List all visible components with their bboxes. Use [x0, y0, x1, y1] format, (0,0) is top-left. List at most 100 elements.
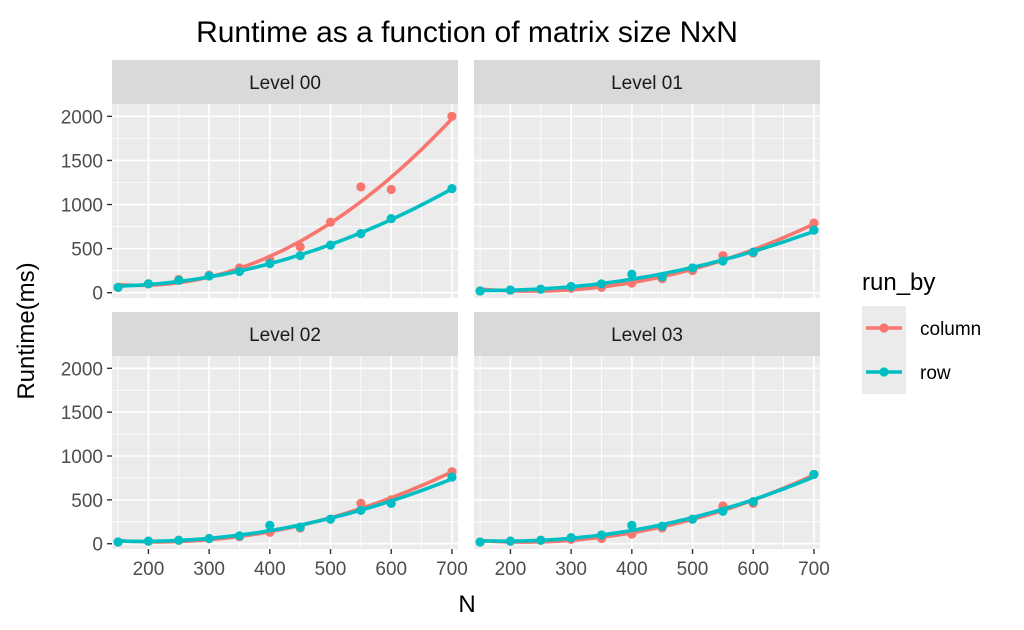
data-point-column: [325, 217, 336, 227]
y-tick-label: 0: [92, 535, 103, 556]
facet-panel: Level 02 0 500 1000 1500 2000 200 300 400 500 600 7…: [61, 312, 468, 580]
series-line-row: [478, 475, 816, 544]
data-point-row: [204, 533, 214, 544]
x-tick-label: 200: [495, 559, 527, 580]
data-point-row: [627, 520, 637, 530]
data-point-row: [627, 269, 637, 279]
data-point-row: [566, 281, 576, 292]
data-point-column: [356, 498, 366, 508]
data-point-row: [475, 286, 485, 296]
y-tick-label: 1000: [61, 196, 103, 217]
data-point-row: [718, 256, 728, 266]
y-tick-label: 1500: [61, 151, 103, 172]
data-point-row: [265, 520, 275, 530]
legend-label-row: row: [920, 363, 951, 384]
series-line-row: [116, 477, 454, 544]
facet-panel: Level 03 200 300 400 500 600 700: [474, 312, 830, 580]
facet-panel: Level 00 0 500 1000 1500 2000: [61, 60, 458, 305]
x-tick-label: 200: [133, 559, 165, 580]
data-point-column: [295, 242, 305, 252]
data-point-row: [657, 521, 667, 531]
x-tick-label: 300: [193, 559, 225, 580]
facet-strip: [474, 60, 820, 104]
data-point-column: [356, 182, 366, 192]
data-point-row: [475, 537, 485, 547]
y-tick-label: 1000: [61, 447, 103, 468]
x-tick-label: 300: [555, 559, 587, 580]
x-tick-label: 700: [436, 559, 468, 580]
data-point-row: [113, 282, 123, 293]
data-point-row: [386, 498, 396, 508]
legend-label-column: column: [920, 319, 981, 340]
data-point-row: [204, 271, 214, 281]
data-point-row: [143, 536, 154, 546]
legend-point-column: [879, 323, 889, 333]
data-point-column: [386, 184, 396, 195]
y-tick-label: 1500: [61, 403, 103, 424]
panel-background: [112, 356, 458, 549]
legend: run_by column row: [862, 269, 981, 394]
x-tick-label: 400: [254, 559, 286, 580]
data-point-row: [174, 275, 184, 285]
chart-title: Runtime as a function of matrix size NxN: [196, 16, 738, 49]
data-point-row: [657, 272, 667, 282]
data-point-row: [687, 514, 698, 524]
data-point-row: [356, 505, 366, 515]
legend-point-row: [879, 367, 889, 377]
data-point-row: [234, 266, 245, 277]
data-point-row: [447, 184, 457, 194]
x-tick-label: 600: [375, 559, 407, 580]
data-point-row: [174, 535, 184, 545]
legend-title: run_by: [862, 269, 935, 296]
data-point-row: [447, 472, 457, 482]
data-point-row: [536, 535, 546, 545]
data-point-row: [386, 214, 396, 224]
data-point-row: [356, 229, 366, 239]
data-point-row: [325, 240, 336, 250]
data-point-row: [536, 284, 546, 294]
x-tick-label: 400: [616, 559, 648, 580]
panel-background: [112, 104, 458, 298]
facet-strip: [474, 312, 820, 356]
facet-panel: Level 01: [474, 60, 820, 298]
y-tick-label: 0: [92, 284, 103, 305]
data-point-row: [718, 506, 728, 516]
x-axis-title: N: [458, 591, 475, 618]
data-point-row: [234, 531, 245, 541]
data-point-row: [505, 536, 516, 546]
data-point-row: [596, 530, 607, 540]
data-point-row: [295, 251, 305, 261]
series-line-column: [478, 222, 816, 293]
data-point-row: [748, 497, 758, 507]
y-axis-title: Runtime(ms): [13, 262, 40, 399]
data-point-row: [265, 259, 275, 269]
data-point-row: [687, 263, 698, 273]
data-point-row: [505, 285, 516, 295]
data-point-column: [809, 218, 819, 228]
facet-strip: [112, 312, 458, 356]
facet-strip-label: Level 00: [249, 73, 321, 94]
data-point-row: [596, 279, 607, 289]
data-point-row: [566, 532, 576, 543]
facet-strip-label: Level 03: [611, 325, 683, 346]
facet-strip-label: Level 01: [611, 73, 683, 94]
data-point-row: [809, 469, 819, 480]
x-tick-label: 700: [798, 559, 830, 580]
data-point-row: [809, 225, 819, 235]
series-line-row: [116, 187, 454, 288]
data-point-row: [748, 247, 758, 257]
data-point-row: [143, 279, 154, 289]
y-tick-label: 500: [71, 491, 103, 512]
x-tick-label: 500: [315, 559, 347, 580]
data-point-row: [295, 522, 305, 532]
panel-background: [474, 356, 820, 549]
facet-strip-label: Level 02: [249, 325, 321, 346]
series-line-row: [478, 229, 816, 293]
panel-background: [474, 104, 820, 298]
y-tick-label: 2000: [61, 359, 103, 380]
x-tick-label: 500: [677, 559, 709, 580]
y-tick-label: 500: [71, 240, 103, 261]
data-point-row: [325, 514, 336, 524]
